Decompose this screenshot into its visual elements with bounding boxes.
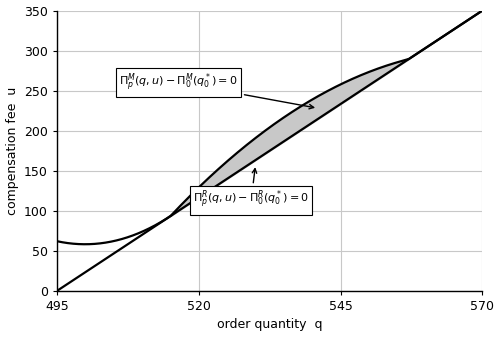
- Text: $\Pi_p^R(q,u)-\Pi_0^R(q_0^*)=0$: $\Pi_p^R(q,u)-\Pi_0^R(q_0^*)=0$: [193, 168, 309, 211]
- X-axis label: order quantity  q: order quantity q: [217, 318, 322, 332]
- Y-axis label: compensation fee  u: compensation fee u: [6, 87, 18, 215]
- Text: $\Pi_p^M(q,u)-\Pi_0^M(q_0^*)=0$: $\Pi_p^M(q,u)-\Pi_0^M(q_0^*)=0$: [120, 71, 314, 109]
